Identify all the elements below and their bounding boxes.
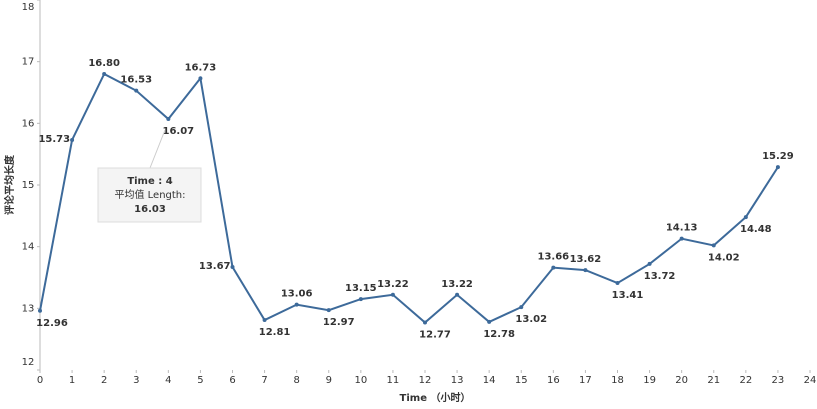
point bbox=[519, 305, 524, 310]
value-label: 13.22 bbox=[377, 279, 409, 290]
y-axis-label: 评论平均长度 bbox=[3, 154, 16, 215]
x-tick-label: 17 bbox=[579, 375, 592, 386]
x-tick-label: 7 bbox=[261, 375, 267, 386]
point bbox=[487, 319, 492, 324]
line bbox=[39, 72, 779, 324]
value-label: 16.53 bbox=[120, 75, 152, 86]
y-tick-label: 13 bbox=[22, 303, 35, 314]
point bbox=[134, 88, 139, 93]
tooltip-label: 平均值 Length: bbox=[114, 188, 185, 201]
point bbox=[230, 265, 235, 270]
x-tick-label: 8 bbox=[293, 375, 299, 386]
value-label: 12.96 bbox=[36, 318, 68, 329]
point bbox=[198, 76, 203, 81]
x-tick-label: 24 bbox=[804, 375, 817, 386]
value-label: 14.48 bbox=[740, 224, 772, 235]
value-label: 12.78 bbox=[483, 329, 515, 340]
value-label: 12.97 bbox=[323, 317, 355, 328]
value-label: 13.41 bbox=[612, 290, 644, 301]
x-tick-label: 1 bbox=[69, 375, 75, 386]
point bbox=[711, 243, 716, 248]
point bbox=[775, 165, 780, 170]
point bbox=[583, 268, 588, 273]
point bbox=[326, 308, 331, 313]
y-tick-label: 18 bbox=[22, 2, 35, 13]
value-label: 14.02 bbox=[708, 252, 740, 263]
point bbox=[102, 72, 107, 76]
point bbox=[743, 215, 748, 220]
point bbox=[679, 236, 684, 241]
value-label: 15.73 bbox=[38, 134, 70, 145]
point bbox=[294, 302, 299, 307]
value-label: 14.13 bbox=[666, 223, 698, 234]
x-axis-label: Time （小时） bbox=[400, 391, 471, 404]
point bbox=[647, 261, 652, 266]
x-tick-label: 16 bbox=[547, 375, 560, 386]
x-tick-label: 23 bbox=[772, 375, 785, 386]
value-label: 13.66 bbox=[538, 252, 570, 263]
value-label: 13.62 bbox=[570, 254, 602, 265]
x-tick-label: 11 bbox=[387, 375, 400, 386]
point bbox=[262, 318, 267, 323]
x-tick-label: 5 bbox=[197, 375, 203, 386]
y-tick-label: 15 bbox=[22, 180, 35, 191]
point bbox=[615, 281, 620, 286]
x-tick-label: 6 bbox=[229, 375, 235, 386]
point bbox=[38, 308, 42, 313]
value-label: 16.80 bbox=[88, 58, 120, 69]
tooltip-value: 16.03 bbox=[134, 204, 166, 215]
x-tick-label: 13 bbox=[451, 375, 464, 386]
y-tick-label: 14 bbox=[22, 242, 35, 253]
value-label: 13.06 bbox=[281, 289, 313, 300]
value-label: 12.77 bbox=[419, 330, 451, 341]
value-label: 13.72 bbox=[644, 271, 676, 282]
x-tick-label: 2 bbox=[101, 375, 107, 386]
point bbox=[70, 137, 75, 142]
x-tick-label: 15 bbox=[515, 375, 528, 386]
point bbox=[166, 117, 171, 122]
value-label: 13.67 bbox=[199, 261, 231, 272]
y-tick-label: 16 bbox=[22, 118, 35, 129]
x-tick-label: 21 bbox=[707, 375, 720, 386]
x-tick-label: 10 bbox=[354, 375, 367, 386]
x-tick-label: 20 bbox=[675, 375, 688, 386]
point bbox=[455, 292, 460, 297]
point bbox=[358, 297, 363, 302]
point bbox=[423, 320, 427, 325]
x-tick-label: 0 bbox=[37, 375, 43, 386]
point bbox=[551, 265, 556, 270]
tooltip-pointer bbox=[149, 129, 166, 169]
value-label: 15.29 bbox=[762, 151, 794, 162]
tooltip-box bbox=[97, 167, 202, 223]
value-label: 12.81 bbox=[259, 327, 291, 338]
x-tick-label: 18 bbox=[611, 375, 624, 386]
y-tick-label: 12 bbox=[22, 357, 35, 368]
value-label: 16.73 bbox=[185, 62, 217, 73]
x-tick-label: 14 bbox=[483, 375, 496, 386]
point bbox=[390, 292, 395, 297]
value-label: 13.22 bbox=[441, 279, 473, 290]
x-tick-label: 9 bbox=[326, 375, 332, 386]
y-tick-label: 17 bbox=[22, 57, 35, 68]
tooltip-title: Time : 4 bbox=[127, 176, 172, 187]
x-tick-label: 19 bbox=[643, 375, 656, 386]
x-tick-label: 3 bbox=[133, 375, 139, 386]
value-label: 16.07 bbox=[163, 126, 195, 137]
value-label: 13.02 bbox=[515, 314, 547, 325]
value-label: 13.15 bbox=[345, 283, 377, 294]
x-tick-label: 4 bbox=[165, 375, 171, 386]
x-tick-label: 22 bbox=[739, 375, 752, 386]
x-tick-label: 12 bbox=[419, 375, 432, 386]
